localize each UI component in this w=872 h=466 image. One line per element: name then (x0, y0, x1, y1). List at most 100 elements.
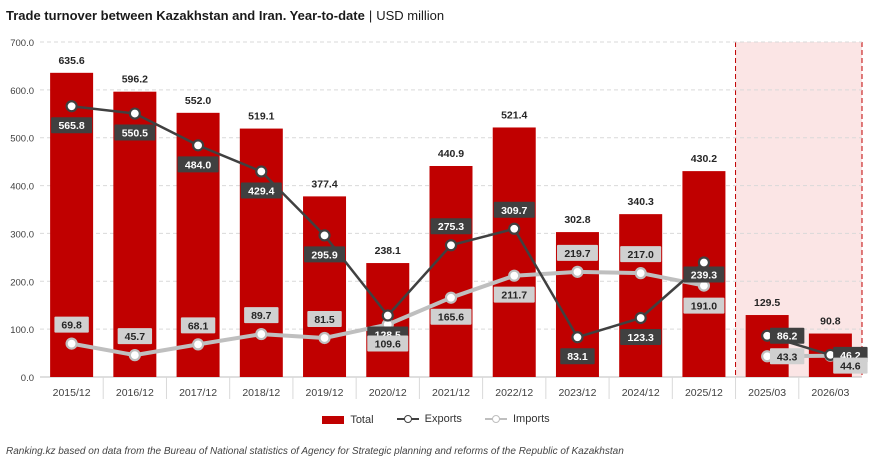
x-tick-label: 2023/12 (558, 387, 596, 399)
imports-data-label-box (307, 310, 342, 327)
x-tick-label: 2025/12 (685, 387, 723, 399)
exports-data-label: 550.5 (122, 128, 148, 140)
legend-label-exports: Exports (424, 413, 462, 425)
legend-swatch-total (322, 416, 345, 424)
imports-data-label-box (769, 348, 805, 365)
imports-data-label-box (833, 357, 868, 374)
chart-legend: Total Exports Imports (0, 413, 872, 427)
bar-total (745, 315, 789, 377)
exports-data-label-box (620, 328, 662, 345)
x-tick-label: 2025/03 (748, 387, 786, 399)
bar-label-total: 340.3 (628, 196, 654, 208)
exports-data-label: 295.9 (311, 249, 337, 261)
exports-data-label: 484.0 (185, 159, 211, 171)
bar-label-total: 238.1 (375, 245, 401, 257)
y-tick-label: 700.0 (10, 38, 34, 49)
exports-data-label: 429.4 (248, 186, 274, 198)
imports-data-label-box (683, 297, 725, 314)
exports-point (571, 331, 584, 344)
exports-data-label-box (240, 182, 282, 199)
legend-item-total[interactable]: Total (322, 414, 374, 426)
imports-data-label: 211.7 (501, 290, 527, 302)
imports-point (191, 338, 205, 351)
bar-label-total: 596.2 (122, 74, 148, 86)
imports-point (571, 265, 584, 278)
y-tick-label: 500.0 (10, 134, 34, 145)
imports-data-label-box (367, 335, 409, 352)
imports-point (255, 327, 268, 341)
exports-point (508, 222, 521, 235)
x-tick-label: 2019/12 (306, 387, 344, 399)
exports-point (128, 107, 141, 120)
imports-data-label: 81.5 (314, 314, 335, 326)
y-tick-label: 100.0 (10, 325, 34, 336)
bar-label-total: 90.8 (820, 316, 841, 328)
x-tick-label: 2026/03 (811, 387, 849, 399)
chart-title: Trade turnover between Kazakhstan and Ir… (6, 8, 444, 23)
legend-swatch-exports (396, 414, 419, 424)
exports-data-label-box (177, 156, 219, 173)
bar-label-total: 552.0 (185, 95, 211, 107)
bar-label-total: 519.1 (248, 111, 274, 123)
bar-label-total: 635.6 (58, 55, 84, 67)
exports-data-label-box (304, 246, 346, 263)
imports-data-label: 219.7 (564, 248, 590, 260)
exports-data-label: 565.8 (58, 120, 84, 132)
imports-data-label: 69.8 (61, 320, 82, 332)
exports-point (634, 311, 647, 325)
bar-total (303, 196, 347, 377)
exports-data-label-box (493, 201, 535, 218)
exports-point (444, 239, 458, 252)
source-note: Ranking.kz based on data from the Bureau… (6, 446, 624, 457)
x-tick-label: 2021/12 (432, 387, 470, 399)
exports-point (65, 100, 78, 113)
imports-data-label-box (493, 286, 535, 303)
bar-total (429, 165, 473, 377)
chart-title-main: Trade turnover between Kazakhstan and Ir… (6, 8, 365, 23)
imports-point (508, 269, 521, 282)
exports-data-label-box (560, 348, 595, 365)
imports-data-label-box (244, 307, 279, 324)
bar-label-total: 302.8 (564, 214, 590, 226)
imports-data-label: 43.3 (777, 351, 798, 363)
imports-data-label-box (556, 244, 598, 261)
imports-data-label-box (54, 316, 89, 333)
imports-point (65, 337, 78, 350)
exports-point (255, 165, 268, 178)
imports-data-label-box (117, 328, 153, 345)
x-tick-label: 2016/12 (116, 387, 154, 399)
y-tick-label: 200.0 (10, 277, 34, 288)
chart-title-unit: USD million (376, 8, 445, 23)
chart-title-separator: | (368, 8, 373, 23)
legend-item-imports[interactable]: Imports (484, 413, 550, 425)
exports-data-label-box (114, 124, 156, 141)
exports-point (191, 139, 205, 152)
imports-data-label: 165.6 (438, 312, 464, 324)
bar-label-total: 521.4 (501, 109, 527, 121)
imports-data-label: 44.6 (840, 361, 861, 373)
legend-item-exports[interactable]: Exports (396, 413, 462, 425)
exports-data-label: 123.3 (628, 332, 654, 344)
y-tick-label: 0.0 (21, 373, 34, 384)
x-tick-label: 2022/12 (495, 387, 533, 399)
exports-data-label-box (430, 218, 472, 235)
imports-point (444, 291, 458, 304)
bar-label-total: 377.4 (311, 178, 337, 190)
imports-data-label: 89.7 (251, 310, 272, 322)
imports-data-label: 68.1 (188, 320, 209, 332)
bar-total (619, 214, 663, 377)
exports-data-label: 86.2 (777, 331, 798, 343)
legend-label-imports: Imports (512, 413, 550, 425)
imports-data-label: 45.7 (125, 331, 146, 343)
y-tick-label: 600.0 (10, 86, 34, 97)
exports-data-label-box (51, 117, 93, 134)
exports-data-label-box (769, 327, 805, 344)
x-tick-label: 2020/12 (369, 387, 407, 399)
exports-data-label: 309.7 (501, 205, 527, 217)
y-tick-label: 300.0 (10, 229, 34, 240)
y-tick-label: 400.0 (10, 182, 34, 193)
imports-point (318, 331, 331, 345)
imports-data-label-box (430, 308, 472, 325)
imports-data-label: 191.0 (691, 301, 717, 313)
exports-point (381, 309, 394, 322)
